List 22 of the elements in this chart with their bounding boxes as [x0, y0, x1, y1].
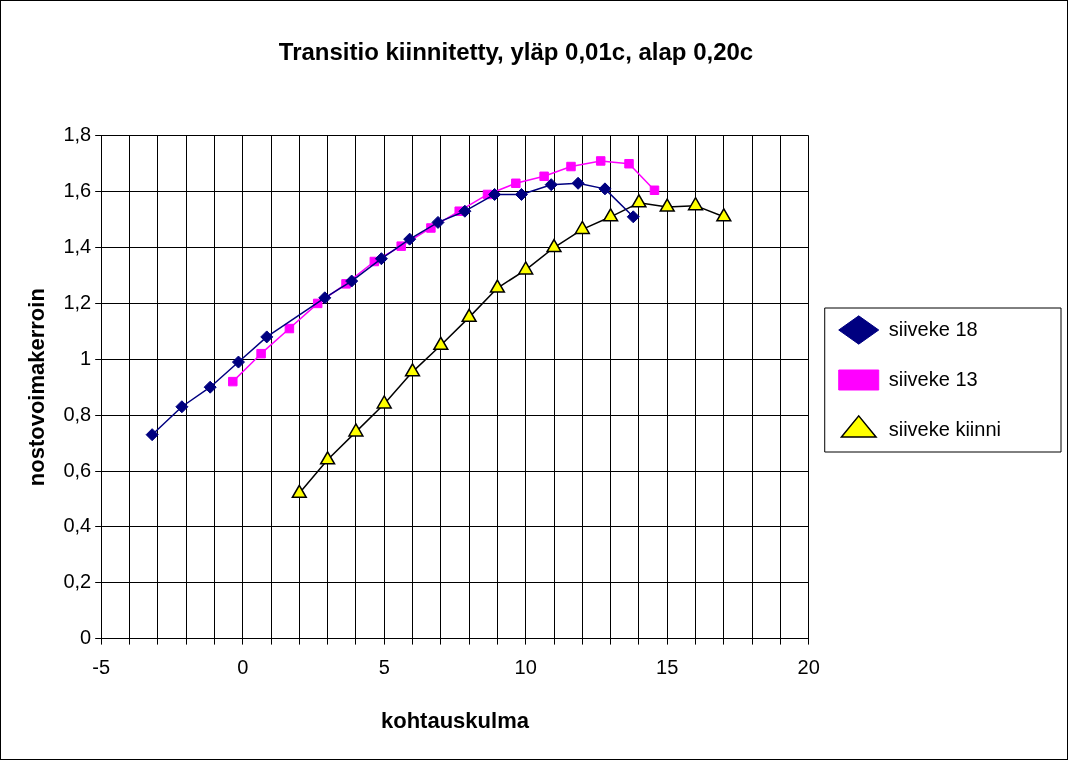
- y-tick-label: 1: [80, 346, 92, 369]
- x-axis-title: kohtauskulma: [381, 707, 530, 733]
- x-tick-label: 5: [378, 656, 390, 679]
- y-tick-label: 0,2: [63, 570, 92, 593]
- y-tick-label: 1,4: [63, 235, 92, 258]
- chart-title: Transitio kiinnitetty, yläp 0,01c, alap 0,20c: [278, 38, 754, 66]
- x-tick-label: -5: [92, 656, 111, 679]
- y-tick-label: 0: [80, 626, 92, 649]
- y-tick-label: 1,8: [63, 123, 92, 146]
- legend-label: siiveke kiinni: [888, 417, 1001, 440]
- x-tick-label: 15: [656, 656, 679, 679]
- x-tick-label: 0: [237, 656, 249, 679]
- y-tick-label: 1,6: [63, 179, 92, 202]
- x-tick-label: 10: [514, 656, 537, 679]
- y-tick-label: 0,6: [63, 458, 92, 481]
- legend-label: siiveke 13: [888, 367, 978, 390]
- x-tick-label: 20: [797, 656, 820, 679]
- y-tick-label: 0,8: [63, 402, 92, 425]
- y-tick-label: 1,2: [63, 290, 92, 313]
- y-tick-label: 0,4: [63, 514, 92, 537]
- y-axis-title: nostovoimakerroin: [24, 288, 50, 487]
- legend-label: siiveke 18: [888, 317, 978, 340]
